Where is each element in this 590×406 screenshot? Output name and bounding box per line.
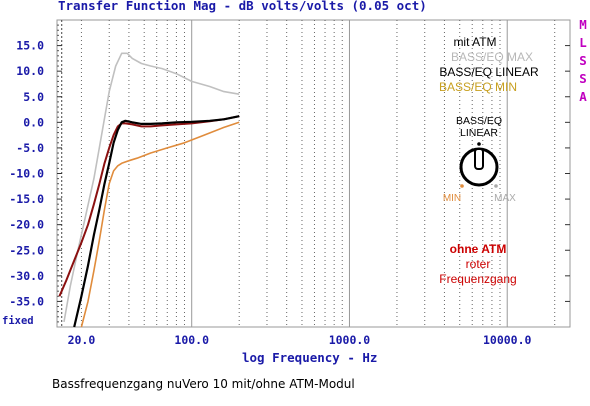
annotation-ohne-line1: roter [466, 257, 491, 271]
series-line [73, 115, 240, 328]
knob-dot-max [494, 184, 498, 188]
y-bottom-label: fixed [2, 315, 34, 327]
side-label-letter: A [579, 89, 587, 104]
annotation-ohne-line2: Frequenzgang [439, 272, 516, 286]
side-label-letter: S [579, 53, 587, 68]
chart-svg: 15.0 10.0 5.0 0.0 -5.0 -10.0 -15.0 -20.0 -25.0 -3… [2, 19, 571, 347]
x-tick-label: 1000.0 [329, 333, 371, 347]
annotation-linear: BASS/EQ LINEAR [439, 65, 539, 79]
knob-pointer-icon [474, 148, 484, 170]
knob-label-top: BASS/EQ [456, 115, 502, 127]
side-label-letter: M [579, 17, 587, 32]
y-tick-label: -30.0 [9, 269, 44, 283]
y-tick-label: 5.0 [23, 90, 44, 104]
knob-label-bottom: LINEAR [460, 127, 498, 139]
series-line [80, 121, 240, 328]
knob-dot-min [460, 184, 464, 188]
y-tick-label: 15.0 [16, 39, 44, 53]
knob-min-label: MIN [443, 193, 461, 204]
knob-max-label: MAX [494, 193, 516, 204]
y-tick-label: -5.0 [16, 141, 44, 155]
chart-frame: Transfer Function Mag - dB volts/volts (… [2, 0, 590, 365]
y-tick-label: -15.0 [9, 192, 44, 206]
y-tick-label: -25.0 [9, 243, 44, 257]
y-tick-label: -10.0 [9, 167, 44, 181]
annotation-max: BASS/EQ MAX [451, 50, 533, 64]
side-label: M L S S A [576, 16, 590, 106]
knob-dot-top [477, 142, 481, 146]
chart-title: Transfer Function Mag - dB volts/volts (… [58, 0, 427, 13]
y-tick-label: -20.0 [9, 218, 44, 232]
annotation-min: BASS/EQ MIN [439, 80, 517, 94]
side-label-letter: S [579, 71, 587, 86]
x-tick-label: 20.0 [68, 333, 96, 347]
x-tick-label: 100.0 [174, 333, 209, 347]
annotation-mit-heading: mit ATM [453, 35, 496, 49]
series-line [63, 52, 240, 323]
side-label-letter: L [579, 35, 587, 50]
figure-caption: Bassfrequenzgang nuVero 10 mit/ohne ATM-… [52, 377, 355, 391]
y-tick-label: 0.0 [23, 115, 44, 129]
x-tick-label: 10000.0 [483, 333, 532, 347]
y-tick-label: 10.0 [16, 64, 44, 78]
x-axis-label: log Frequency - Hz [242, 350, 378, 365]
annotation-ohne-heading: ohne ATM [450, 242, 507, 256]
y-tick-label: -35.0 [9, 294, 44, 308]
